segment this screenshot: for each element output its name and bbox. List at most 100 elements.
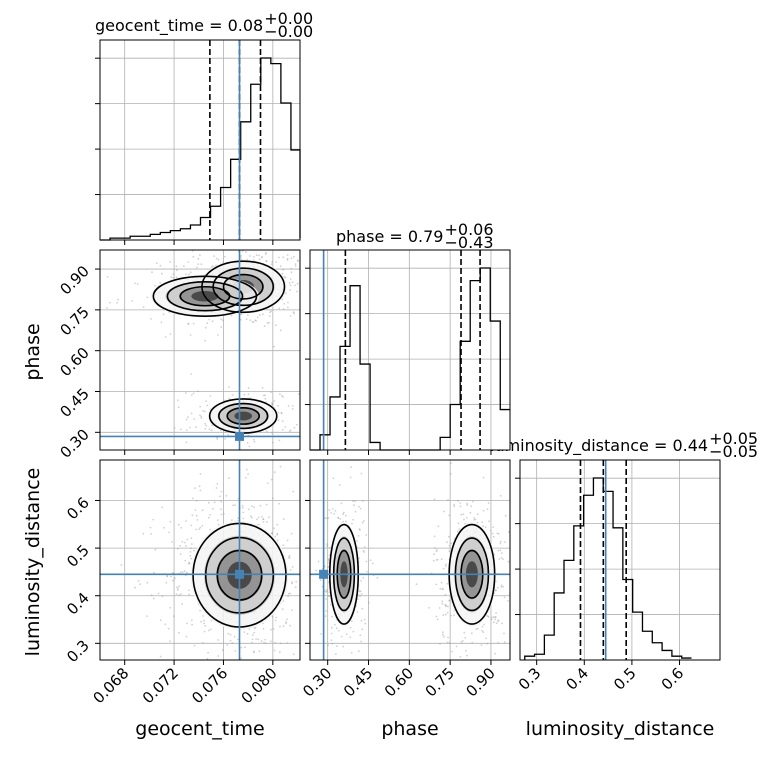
scatter-point bbox=[442, 567, 445, 570]
scatter-point bbox=[440, 558, 443, 561]
scatter-point bbox=[263, 325, 266, 328]
scatter-point bbox=[270, 402, 273, 404]
hist-geocent-time-grid bbox=[124, 40, 274, 240]
scatter-point bbox=[365, 560, 368, 563]
scatter-point bbox=[190, 543, 193, 545]
scatter-point bbox=[338, 484, 341, 486]
scatter-point bbox=[303, 579, 305, 581]
scatter-point bbox=[258, 650, 261, 653]
scatter-point bbox=[186, 538, 189, 541]
scatter-point bbox=[302, 515, 304, 517]
scatter-point bbox=[344, 514, 347, 517]
scatter-point bbox=[206, 404, 209, 407]
scatter-point bbox=[325, 610, 328, 612]
scatter-point bbox=[239, 318, 242, 321]
xlabel-phase: phase bbox=[381, 718, 438, 740]
scatter-point bbox=[272, 628, 275, 630]
scatter-point bbox=[204, 625, 207, 627]
scatter-point bbox=[271, 431, 273, 434]
scatter-point bbox=[286, 254, 289, 256]
scatter-point bbox=[178, 585, 181, 588]
title-geocent-time-label: geocent_time = 0.08 bbox=[95, 16, 263, 36]
scatter-point bbox=[235, 247, 237, 249]
scatter-point bbox=[215, 487, 218, 489]
scatter-point bbox=[282, 625, 285, 628]
scatter-point bbox=[206, 657, 209, 660]
scatter-point bbox=[231, 642, 234, 645]
scatter-point bbox=[499, 494, 502, 497]
scatter-point bbox=[253, 441, 256, 443]
scatter-point bbox=[476, 627, 479, 630]
scatter-point bbox=[254, 627, 257, 629]
scatter-point bbox=[280, 642, 282, 645]
scatter-point bbox=[486, 615, 489, 617]
scatter-point bbox=[199, 609, 202, 612]
scatter-point bbox=[160, 321, 163, 324]
ytick-label-luminosity_distance: 0.6 bbox=[63, 494, 93, 524]
scatter-point bbox=[265, 430, 268, 433]
scatter-point bbox=[349, 627, 352, 629]
scatter-point bbox=[282, 396, 284, 398]
scatter-point bbox=[193, 549, 195, 552]
scatter-point bbox=[279, 329, 282, 332]
scatter-point bbox=[288, 281, 291, 284]
scatter-point bbox=[295, 580, 298, 583]
scatter-point bbox=[270, 391, 272, 393]
scatter-point bbox=[290, 257, 293, 260]
scatter-point bbox=[291, 609, 293, 611]
scatter-point bbox=[228, 397, 231, 400]
scatter-point bbox=[446, 582, 449, 585]
scatter-point bbox=[234, 650, 237, 652]
scatter-point bbox=[433, 498, 436, 501]
scatter-point bbox=[262, 394, 265, 397]
scatter-point bbox=[481, 521, 484, 523]
scatter-point bbox=[249, 672, 251, 674]
scatter-point bbox=[464, 636, 467, 639]
scatter-point bbox=[287, 306, 289, 309]
panel-luminosity-distance-vs-phase: 0.30 0.45 0.60 0.75 0.90 bbox=[299, 460, 510, 700]
scatter-point bbox=[190, 394, 193, 396]
scatter-point bbox=[161, 506, 164, 509]
scatter-point bbox=[292, 311, 295, 314]
xtick-label-geocent_time: 0.068 bbox=[89, 664, 132, 707]
scatter-point bbox=[291, 581, 293, 583]
scatter-point bbox=[240, 313, 243, 316]
scatter-point bbox=[504, 514, 507, 517]
scatter-point bbox=[481, 625, 484, 628]
panel-phase-vs-geocent-time: 0.30 0.45 0.60 0.75 0.90 bbox=[56, 247, 300, 462]
scatter-point bbox=[334, 509, 337, 512]
scatter-point bbox=[463, 631, 466, 634]
scatter-point bbox=[207, 501, 210, 504]
scatter-point bbox=[262, 518, 265, 521]
scatter-point bbox=[252, 651, 255, 654]
title-geocent-time-sub: −0.00 bbox=[264, 22, 313, 41]
scatter-point bbox=[169, 640, 171, 642]
scatter-point bbox=[494, 616, 496, 618]
scatter-point bbox=[190, 537, 193, 539]
scatter-point bbox=[491, 532, 494, 535]
scatter-point bbox=[264, 397, 267, 400]
scatter-point bbox=[237, 638, 239, 641]
scatter-point bbox=[446, 541, 448, 544]
xtick-label-phase: 0.60 bbox=[381, 664, 417, 700]
scatter-point bbox=[286, 642, 289, 644]
scatter-point bbox=[270, 628, 272, 631]
ytick-label-phase: 0.45 bbox=[56, 385, 92, 421]
title-phase-sup: +0.06 bbox=[444, 220, 493, 239]
scatter-point bbox=[287, 301, 289, 304]
scatter-point bbox=[356, 598, 359, 601]
scatter-point bbox=[288, 557, 291, 560]
scatter-point bbox=[279, 465, 282, 468]
scatter-point bbox=[181, 571, 184, 573]
scatter-point bbox=[169, 333, 172, 335]
hist-luminosity-distance-frame bbox=[519, 459, 721, 661]
scatter-point bbox=[293, 426, 296, 429]
scatter-point bbox=[205, 424, 208, 427]
scatter-point bbox=[331, 642, 334, 645]
scatter-point bbox=[191, 623, 194, 626]
scatter-point bbox=[240, 657, 243, 660]
scatter-point bbox=[325, 543, 328, 545]
scatter-point bbox=[199, 489, 202, 492]
xtick-label-luminosity_distance: 0.5 bbox=[610, 664, 640, 694]
scatter-point bbox=[268, 315, 271, 317]
